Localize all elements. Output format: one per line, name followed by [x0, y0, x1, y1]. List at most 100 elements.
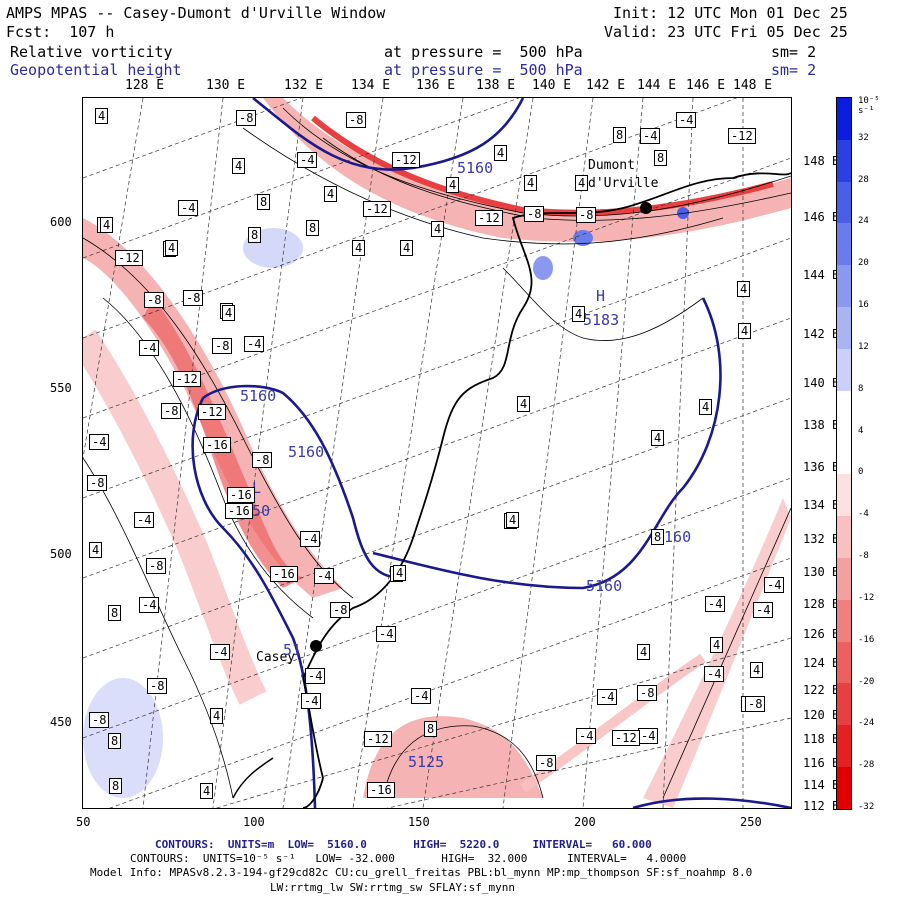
- vorticity-label: -4: [134, 512, 155, 528]
- colorbar-label: -12: [858, 592, 875, 603]
- colorbar-label: -8: [858, 551, 869, 562]
- vorticity-label: 4: [165, 240, 179, 256]
- colorbar-label: 24: [858, 216, 869, 227]
- vorticity-label: -12: [363, 201, 391, 217]
- top-lon-label: 138 E: [476, 78, 516, 93]
- vorticity-label: 4: [393, 565, 407, 581]
- vorticity-label: -8: [536, 755, 557, 771]
- vorticity-label: -4: [576, 728, 597, 744]
- height-label: 51: [283, 641, 302, 659]
- vorticity-label: 4: [89, 542, 103, 558]
- right-lat-label: 118 E: [803, 732, 840, 746]
- vorticity-label: 8: [257, 194, 271, 210]
- right-lat-label: 148 E: [803, 154, 840, 168]
- vorticity-label: -16: [270, 566, 298, 582]
- right-lat-label: 114 E: [803, 778, 840, 792]
- vorticity-band-negative: [643, 498, 791, 808]
- x-axis-tick: 50: [76, 815, 91, 829]
- vorticity-band-negative: [363, 716, 543, 798]
- x-axis-tick: 100: [243, 815, 265, 829]
- vorticity-label: -8: [637, 685, 658, 701]
- vorticity-label: 4: [446, 177, 460, 193]
- colorbar-segment: [837, 390, 851, 433]
- coastline: [232, 757, 274, 799]
- vorticity-label: -12: [364, 731, 392, 747]
- vorticity-label: -4: [139, 597, 160, 613]
- vorticity-label: -8: [212, 338, 233, 354]
- vorticity-label: -8: [144, 292, 165, 308]
- vorticity-label: -8: [330, 602, 351, 618]
- dumont-durville-station-marker: [640, 202, 652, 214]
- right-lat-label: 126 E: [803, 627, 840, 641]
- casey-station-label: Casey: [256, 650, 296, 665]
- right-lat-label: 146 E: [803, 210, 840, 224]
- colorbar-label: -16: [858, 634, 875, 645]
- top-lon-label: 136 E: [416, 78, 456, 93]
- vorticity-label: -8: [236, 110, 257, 126]
- height-label: 5125: [408, 753, 445, 771]
- vorticity-label: -4: [305, 668, 326, 684]
- vorticity-label: -4: [597, 689, 618, 705]
- vorticity-label: 4: [524, 175, 538, 191]
- vorticity-label: -12: [612, 730, 640, 746]
- colorbar-label: -28: [858, 760, 875, 771]
- vorticity-label: 4: [737, 281, 751, 297]
- vorticity-label: 4: [738, 323, 752, 339]
- height-label: 5183: [583, 311, 620, 329]
- colorbar-segment: [837, 683, 851, 726]
- vorticity-label: -4: [753, 602, 774, 618]
- vorticity-label: -16: [203, 437, 231, 453]
- colorbar-segment: [837, 725, 851, 767]
- colorbar-label: 0: [858, 467, 864, 478]
- vorticity-label: -12: [728, 128, 756, 144]
- colorbar-unit: 10⁻⁵ s⁻¹: [858, 96, 880, 116]
- field1-smoothing: sm= 2: [771, 43, 817, 61]
- vorticity-label: 4: [710, 637, 724, 653]
- colorbar-segment: [837, 557, 851, 600]
- colorbar-label: 8: [858, 383, 864, 394]
- colorbar-label: -24: [858, 718, 875, 729]
- vorticity-spot-positive: [677, 207, 689, 219]
- vorticity-label: -4: [376, 626, 397, 642]
- vorticity-label: 4: [575, 175, 589, 191]
- vorticity-label: 8: [109, 778, 123, 794]
- right-lat-label: 142 E: [803, 327, 840, 341]
- vorticity-label: -8: [87, 475, 108, 491]
- vorticity-spot-positive: [83, 678, 163, 798]
- vorticity-label: -8: [161, 403, 182, 419]
- vorticity-label: 4: [222, 305, 236, 321]
- vorticity-label: 4: [651, 430, 665, 446]
- colorbar-segment: [837, 139, 851, 182]
- vorticity-label: -8: [252, 452, 273, 468]
- vorticity-label: 4: [232, 158, 246, 174]
- right-lat-label: 138 E: [803, 418, 840, 432]
- vorticity-label: -16: [227, 487, 255, 503]
- vorticity-label: -16: [367, 782, 395, 798]
- vorticity-spot-positive: [533, 256, 553, 280]
- chart-title: AMPS MPAS -- Casey-Dumont d'Urville Wind…: [6, 4, 386, 22]
- vorticity-label: 4: [95, 108, 109, 124]
- vorticity-label: 4: [572, 306, 586, 322]
- vorticity-label: -12: [198, 404, 226, 420]
- vorticity-label: -4: [210, 644, 231, 660]
- vorticity-label: -4: [638, 728, 659, 744]
- top-lon-label: 140 E: [532, 78, 572, 93]
- height-label: 5160: [288, 443, 325, 461]
- right-lat-label: 120 E: [803, 708, 840, 722]
- colorbar-label: -32: [858, 802, 875, 812]
- casey-station-marker: [310, 640, 322, 652]
- colorbar-segment: [837, 474, 851, 517]
- forecast-hour: Fcst: 107 h: [6, 23, 115, 41]
- vorticity-label: -8: [89, 712, 110, 728]
- vorticity-label: -8: [146, 558, 167, 574]
- dumont-station-label-2: d'Urville: [588, 176, 659, 191]
- right-lat-label: 122 E: [803, 683, 840, 697]
- height-label: 5160: [586, 577, 623, 595]
- colorbar-segment: [837, 641, 851, 684]
- colorbar-label: 32: [858, 132, 869, 143]
- right-lat-label: 128 E: [803, 597, 840, 611]
- vorticity-label: 8: [424, 721, 438, 737]
- colorbar-segment: [837, 307, 851, 349]
- vorticity-label: -8: [524, 206, 545, 222]
- high-marker: H: [596, 287, 606, 305]
